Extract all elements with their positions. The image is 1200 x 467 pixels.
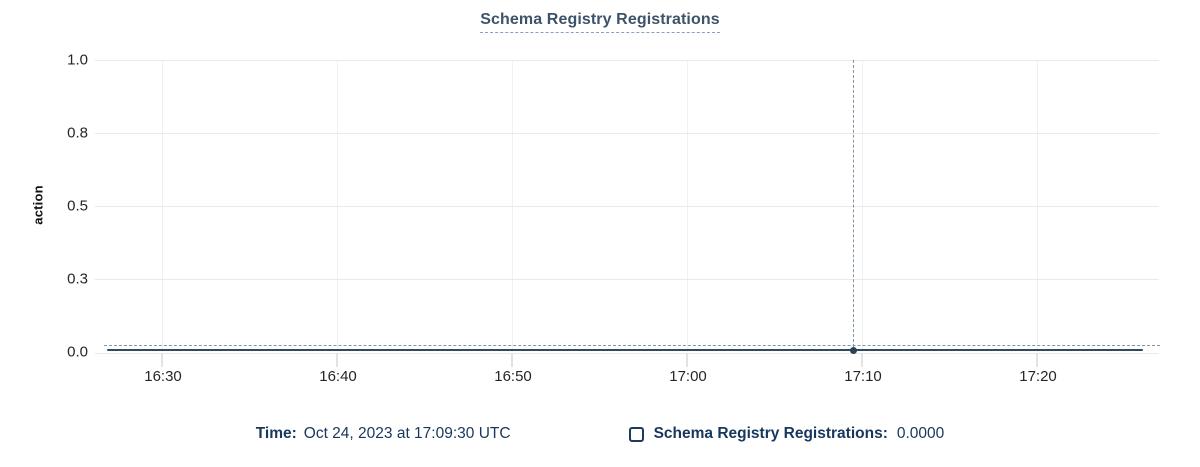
x-tick-mark (1036, 353, 1038, 367)
x-tick-label: 16:50 (494, 368, 532, 385)
x-tick-mark (511, 353, 513, 367)
y-tick-label: 0.0 (67, 343, 88, 361)
series-line (107, 349, 1143, 351)
tooltip-time-label: Time: (255, 425, 297, 442)
x-tick-label: 16:40 (319, 368, 357, 385)
legend-series-value: 0.0000 (896, 425, 945, 442)
x-tick-label: 17:10 (844, 368, 882, 385)
x-tick-mark (686, 353, 688, 367)
gridline-horizontal (95, 59, 1159, 61)
plot-area[interactable] (95, 59, 1160, 354)
crosshair-horizontal-line (104, 345, 1160, 346)
x-tick-label: 17:00 (669, 368, 707, 385)
gridline-horizontal (95, 205, 1159, 207)
legend-series-checkbox[interactable] (628, 426, 644, 442)
tooltip-time-value: Oct 24, 2023 at 17:09:30 UTC (303, 425, 511, 442)
y-tick-label: 0.5 (67, 197, 88, 215)
tooltip-legend-row: Time: Oct 24, 2023 at 17:09:30 UTC Schem… (0, 424, 1200, 444)
x-tick-mark (336, 353, 338, 367)
y-tick-label: 0.8 (67, 124, 88, 142)
series-highlight-dot (850, 347, 857, 354)
x-tick-label: 17:20 (1019, 368, 1057, 385)
x-tick-mark (161, 353, 163, 367)
chart-title[interactable]: Schema Registry Registrations (480, 11, 720, 33)
gridline-horizontal (95, 352, 1159, 354)
crosshair-vertical-line (853, 60, 854, 352)
gridline-horizontal (95, 278, 1159, 280)
chart-title-wrap: Schema Registry Registrations (0, 11, 1200, 33)
x-tick-mark (861, 353, 863, 367)
gridline-horizontal (95, 132, 1159, 134)
y-tick-label: 0.3 (67, 270, 88, 288)
legend-series-label[interactable]: Schema Registry Registrations: (653, 425, 888, 442)
x-tick-label: 16:30 (144, 368, 182, 385)
y-tick-label: 1.0 (67, 51, 88, 69)
